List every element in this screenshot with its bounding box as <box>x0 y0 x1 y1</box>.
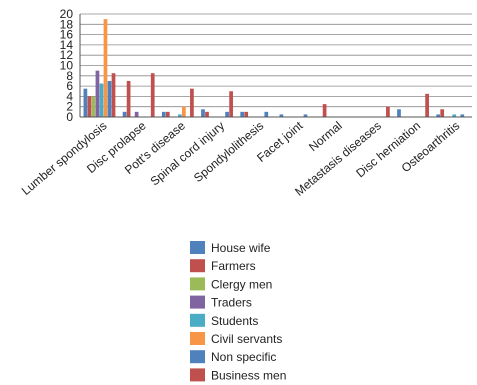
bar <box>201 109 205 117</box>
y-tick-label: 18 <box>60 17 74 31</box>
y-tick-label: 14 <box>60 38 74 52</box>
bar <box>103 19 108 117</box>
bar <box>452 114 457 117</box>
legend-swatch <box>190 332 205 345</box>
bar <box>386 106 390 117</box>
bar <box>99 83 104 117</box>
bar <box>397 109 401 117</box>
bar <box>111 73 116 117</box>
legend-swatch <box>190 259 205 273</box>
legend-swatch <box>190 313 205 327</box>
bars <box>83 19 465 117</box>
bar <box>279 114 284 117</box>
legend-swatch <box>190 277 205 291</box>
legend-swatch <box>190 295 205 309</box>
bar <box>150 73 155 117</box>
legend-swatch <box>190 241 205 254</box>
legend-label: Business men <box>211 368 286 382</box>
category-label: Spondylolithesis <box>191 119 266 185</box>
legend-label: Traders <box>211 296 252 310</box>
bar <box>91 96 96 117</box>
bar <box>126 80 131 117</box>
legend-label: Students <box>211 314 258 328</box>
bar <box>440 109 445 117</box>
bar <box>205 111 209 117</box>
legend: House wife Farmers Clergy men Traders Studen… <box>190 241 286 382</box>
bar <box>322 104 327 117</box>
bar <box>178 114 182 117</box>
y-tick-label: 20 <box>60 7 74 21</box>
y-tick-label: 2 <box>66 100 73 114</box>
bar <box>460 114 465 117</box>
bar <box>436 114 441 117</box>
legend-swatch <box>190 350 205 364</box>
bar <box>95 70 100 117</box>
bar <box>165 111 170 117</box>
legend-label: Clergy men <box>211 277 272 291</box>
bar <box>83 88 88 117</box>
bar <box>182 106 186 117</box>
y-tick-label: 8 <box>66 69 73 83</box>
bar <box>87 96 92 117</box>
legend-label: Civil servants <box>211 332 282 346</box>
y-tick-label: 4 <box>66 89 73 103</box>
legend-label: House wife <box>211 241 271 255</box>
bar <box>303 114 308 117</box>
bar <box>161 111 166 117</box>
gridlines <box>80 13 472 118</box>
bar <box>425 93 429 117</box>
bar <box>264 111 269 117</box>
bar <box>244 111 249 117</box>
legend-label: Farmers <box>211 259 256 273</box>
y-tick-label: 16 <box>60 28 74 42</box>
bar <box>122 111 127 117</box>
y-tick-label: 10 <box>60 59 74 73</box>
y-tick-label: 12 <box>60 48 74 62</box>
y-tick-label: 0 <box>66 110 73 124</box>
bar <box>240 111 245 117</box>
bar <box>134 111 139 117</box>
bar <box>229 91 233 117</box>
legend-swatch <box>190 368 205 382</box>
bar <box>225 111 229 117</box>
axes <box>79 14 472 118</box>
y-tick-label: 6 <box>66 79 73 93</box>
bar <box>107 80 112 117</box>
bar <box>190 88 194 117</box>
legend-label: Non specific <box>211 350 276 364</box>
